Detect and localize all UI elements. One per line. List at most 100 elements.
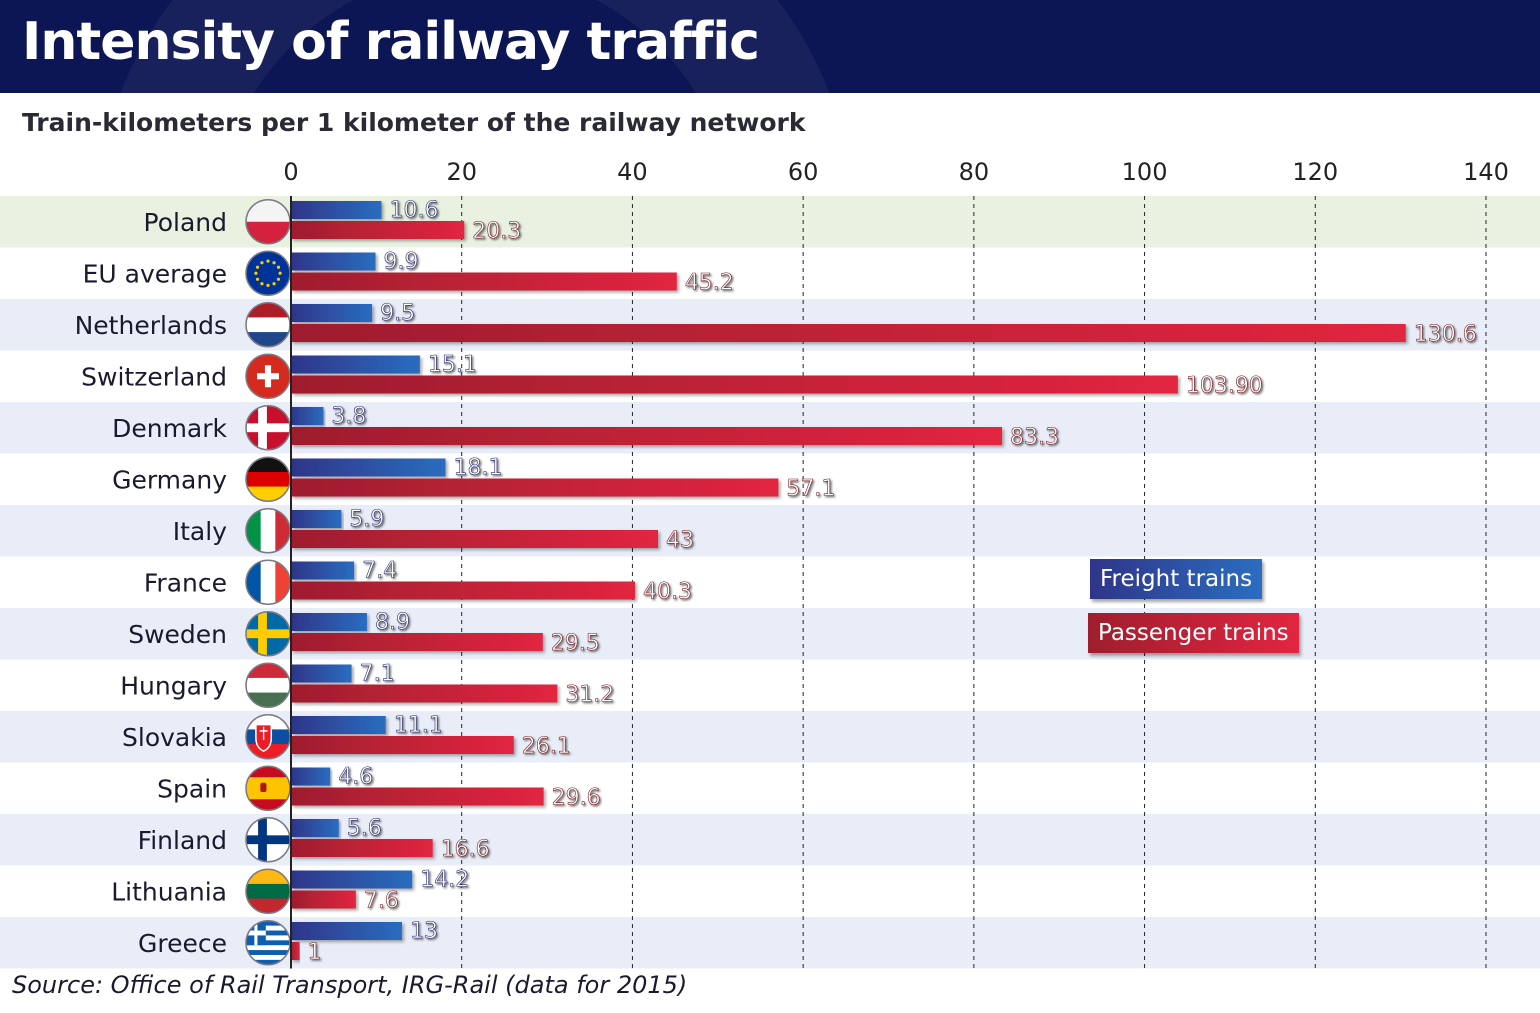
passenger-bar-italy [291,530,659,548]
freight-bar-poland [291,201,382,219]
passenger-bar-poland [291,221,465,239]
spain-flag-icon [245,765,291,811]
freight-bar-lithuania [291,870,413,889]
category-label-eu-average: EU average [83,259,227,288]
freight-bar-finland [291,819,339,837]
passenger-value-label: 57.1 [786,477,835,502]
freight-bar-denmark [291,407,324,425]
hungary-flag-icon [245,662,291,708]
freight-value-label: 14.2 [420,868,469,893]
row-background [0,917,1540,969]
x-tick-label: 120 [1292,158,1338,186]
passenger-bar-switzerland [291,375,1178,394]
row-background [0,247,1540,299]
passenger-value-label: 83.3 [1010,425,1059,450]
freight-value-label: 9.5 [380,301,415,326]
freight-bar-sweden [291,613,367,631]
category-label-sweden: Sweden [128,620,227,649]
freight-value-label: 13 [410,919,438,944]
category-label-denmark: Denmark [112,414,227,443]
lithuania-flag-icon [245,868,291,914]
passenger-value-label: 1 [308,940,322,965]
row-background [0,659,1540,711]
freight-bar-slovakia [291,716,386,734]
passenger-bar-hungary [291,684,558,703]
passenger-value-label: 43 [666,528,694,553]
row-background [0,608,1540,660]
freight-bar-spain [291,767,331,786]
finland-flag-icon [245,817,291,863]
passenger-value-label: 20.3 [472,219,521,244]
passenger-value-label: 130.6 [1414,322,1477,347]
x-tick-label: 60 [788,158,819,186]
freight-bar-hungary [291,664,352,683]
passenger-bar-spain [291,787,544,806]
sweden-flag-icon [245,611,291,657]
passenger-bar-greece [291,942,300,960]
category-label-spain: Spain [157,774,227,803]
x-tick-label: 20 [446,158,477,186]
category-label-finland: Finland [138,826,227,855]
row-background [0,556,1540,608]
category-label-france: France [144,568,227,597]
passenger-value-label: 26.1 [522,734,571,759]
freight-value-label: 10.6 [389,198,438,223]
passenger-bar-denmark [291,427,1003,445]
freight-value-label: 3.8 [331,404,366,429]
row-background [0,762,1540,814]
category-label-poland: Poland [144,208,227,237]
freight-bar-france [291,561,355,580]
france-flag-icon [245,559,291,605]
freight-value-label: 8.9 [375,610,410,635]
category-label-lithuania: Lithuania [111,877,227,906]
greece-flag-icon [245,920,291,966]
freight-value-label: 7.1 [360,662,395,687]
netherlands-flag-icon [245,302,291,348]
category-label-germany: Germany [112,465,227,494]
eu-flag-icon [245,250,291,296]
x-tick-label: 80 [959,158,990,186]
freight-value-label: 5.9 [349,507,384,532]
category-label-switzerland: Switzerland [81,362,227,391]
freight-bar-netherlands [291,304,373,322]
freight-bar-greece [291,922,402,940]
legend-passenger-trains: Passenger trains [1088,613,1299,653]
chart-subtitle: Train-kilometers per 1 kilometer of the … [22,108,806,137]
freight-value-label: 5.6 [347,816,382,841]
passenger-value-label: 45.2 [685,271,734,296]
x-tick-label: 0 [283,158,298,186]
row-background [0,196,1540,248]
freight-bar-germany [291,458,446,477]
row-background [0,711,1540,763]
freight-bar-eu-average [291,252,376,271]
chart-title: Intensity of railway traffic [22,12,760,72]
passenger-bar-finland [291,839,433,857]
freight-value-label: 7.4 [362,559,397,584]
freight-value-label: 9.9 [384,250,419,275]
passenger-bar-germany [291,478,779,497]
poland-flag-icon [245,199,291,245]
freight-value-label: 4.6 [338,765,373,790]
passenger-value-label: 29.6 [552,786,601,811]
category-label-greece: Greece [138,929,227,958]
freight-value-label: 15.1 [428,353,477,378]
row-background [0,865,1540,917]
header-banner: Intensity of railway traffic [0,0,1540,93]
category-label-italy: Italy [173,517,227,546]
freight-value-label: 18.1 [453,456,502,481]
category-label-slovakia: Slovakia [122,723,227,752]
legend-freight-trains: Freight trains [1090,559,1263,599]
category-label-hungary: Hungary [120,671,227,700]
germany-flag-icon [245,456,291,502]
freight-bar-switzerland [291,355,420,374]
passenger-bar-netherlands [291,324,1406,342]
category-label-netherlands: Netherlands [75,311,227,340]
source-note: Source: Office of Rail Transport, IRG-Ra… [12,971,688,999]
freight-value-label: 11.1 [394,713,443,738]
passenger-bar-lithuania [291,890,356,909]
denmark-flag-icon [245,405,291,451]
passenger-value-label: 40.3 [643,580,692,605]
passenger-value-label: 16.6 [441,837,490,862]
row-background [0,814,1540,866]
